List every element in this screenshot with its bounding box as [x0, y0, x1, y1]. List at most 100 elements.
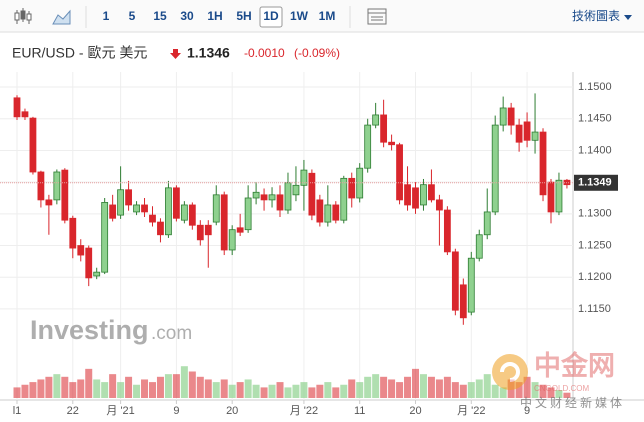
watermark-partner-site: CNGOLD.COM: [534, 384, 589, 393]
candle-body: [412, 187, 419, 209]
volume-bar: [531, 382, 539, 398]
volume-bar: [61, 376, 69, 398]
x-tick-label: 月 '22: [290, 405, 318, 417]
volume-bar: [53, 374, 61, 398]
candle-body: [340, 177, 348, 221]
watermark-partner: 中金网: [534, 350, 615, 381]
candle-body: [348, 177, 356, 199]
volume-bar: [85, 368, 93, 398]
interval-button[interactable]: 5: [129, 9, 136, 23]
volume-bar: [467, 382, 475, 398]
volume-bar: [555, 390, 563, 398]
change-pct: (-0.09%): [294, 46, 340, 60]
interval-button[interactable]: 15: [153, 9, 167, 23]
x-tick-label: l1: [13, 405, 22, 417]
interval-button[interactable]: 1D: [263, 9, 279, 23]
volume-bar: [356, 382, 364, 398]
candle-body: [69, 217, 77, 249]
candle-body: [252, 191, 260, 199]
volume-bar: [539, 384, 547, 398]
candle-body: [364, 124, 372, 169]
candle-body: [268, 194, 276, 201]
change: -0.0010: [244, 46, 285, 60]
volume-bar: [21, 384, 29, 398]
interval-selected: [259, 6, 283, 28]
dropdown-arrow[interactable]: [624, 15, 632, 20]
table-icon[interactable]: [367, 8, 387, 25]
candle-body: [308, 172, 316, 216]
volume-bar: [196, 376, 204, 398]
volume-bar: [188, 371, 196, 398]
volume-bar: [388, 379, 396, 398]
x-tick-label: 11: [354, 405, 365, 417]
volume-bar: [101, 382, 109, 398]
x-tick-label: 20: [226, 405, 238, 417]
area-icon[interactable]: [52, 9, 71, 25]
candle-body: [300, 169, 308, 186]
volume-bar: [236, 382, 244, 398]
volume-bar: [13, 387, 21, 398]
volume-bar: [396, 382, 404, 398]
volume-bar: [172, 374, 180, 398]
candle-body: [172, 187, 180, 219]
x-tick-label: 月 '22: [457, 405, 485, 417]
candle-body: [125, 189, 132, 206]
volume-bar: [563, 392, 571, 398]
candle-body: [523, 121, 531, 141]
interval-button[interactable]: 1M: [319, 9, 336, 23]
candle-body: [276, 194, 284, 211]
y-tick-label: 1.1450: [578, 113, 612, 125]
x-tick-label: 9: [173, 405, 179, 417]
volume-bar: [284, 387, 292, 398]
volume-bar: [244, 379, 252, 398]
watermark-brand: Investing: [30, 315, 149, 345]
candle-body: [204, 224, 212, 236]
candle-body: [459, 284, 467, 319]
candle-body: [372, 114, 380, 126]
interval-button[interactable]: 1: [103, 9, 110, 23]
candle-body: [515, 124, 523, 143]
y-tick-label: 1.1250: [578, 239, 612, 251]
candle-body: [77, 245, 85, 256]
candle-body: [475, 234, 483, 259]
candle-icon[interactable]: [14, 8, 32, 24]
candle-body: [101, 202, 109, 273]
x-tick-label: 月 '21: [106, 405, 134, 417]
volume-bar: [29, 382, 37, 398]
volume-bar: [156, 376, 164, 398]
current-price-label: 1.1349: [578, 177, 612, 189]
volume-bar: [451, 382, 459, 398]
y-tick-label: 1.1200: [578, 271, 612, 283]
volume-bar: [292, 384, 300, 398]
candle-body: [37, 171, 45, 201]
interval-button[interactable]: 1H: [207, 9, 222, 23]
x-tick-label: 20: [409, 405, 421, 417]
y-tick-label: 1.1400: [578, 144, 612, 156]
volume-bar: [483, 374, 491, 398]
volume-bar: [109, 374, 117, 398]
candle-body: [220, 194, 228, 251]
volume-bar: [316, 384, 324, 398]
volume-bar: [180, 366, 188, 398]
x-tick-label: 9: [524, 405, 530, 417]
candle-body: [428, 184, 435, 201]
interval-button[interactable]: 30: [180, 9, 194, 23]
interval-button[interactable]: 5H: [236, 9, 251, 23]
y-tick-label: 1.1150: [578, 303, 611, 315]
chart-menu[interactable]: 技術圖表: [572, 9, 620, 23]
candle-body: [436, 199, 443, 211]
candle-body: [228, 229, 236, 251]
candle-body: [292, 184, 300, 196]
candle-body: [157, 221, 164, 236]
candle-body: [236, 227, 244, 233]
interval-button[interactable]: 1W: [290, 9, 309, 23]
candle-body: [555, 179, 563, 213]
candle-body: [149, 214, 156, 223]
volume-bar: [141, 379, 149, 398]
volume-bar: [332, 387, 340, 398]
candle-body: [332, 204, 340, 221]
volume-bar: [117, 382, 125, 398]
candle-body: [244, 197, 252, 231]
candle-body: [443, 209, 451, 253]
volume-bar: [45, 376, 53, 398]
